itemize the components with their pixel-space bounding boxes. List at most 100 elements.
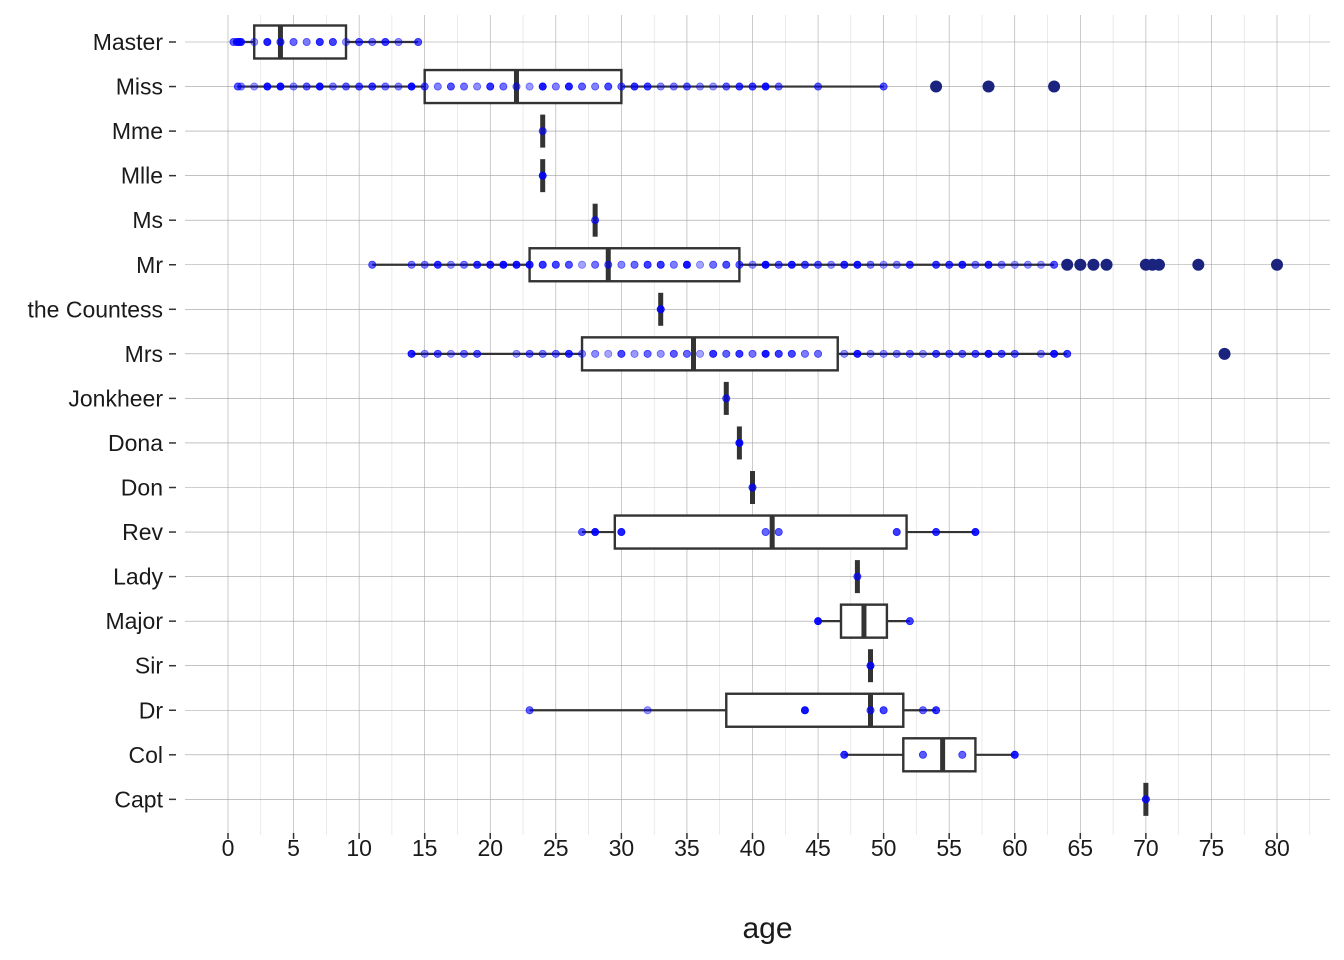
- data-point: [735, 349, 744, 358]
- data-point: [1010, 750, 1019, 759]
- data-point: [709, 260, 718, 269]
- data-point: [237, 82, 246, 91]
- x-tick-label: 45: [805, 835, 831, 861]
- y-tick-label: Jonkheer: [68, 385, 163, 411]
- data-point: [578, 349, 587, 358]
- data-point: [709, 82, 718, 91]
- data-point: [696, 260, 705, 269]
- data-point: [446, 260, 455, 269]
- data-point: [564, 349, 573, 358]
- outlier-point: [1100, 258, 1113, 271]
- data-point: [800, 706, 809, 715]
- data-point: [945, 260, 954, 269]
- x-axis: 0 5 10 15 20 25 30 35 40 45 50 55 60 65 70 75 80: [222, 833, 1290, 861]
- data-point: [879, 349, 888, 358]
- data-point: [394, 82, 403, 91]
- x-tick-label: 80: [1264, 835, 1290, 861]
- data-point: [512, 349, 521, 358]
- box-iqr: [613, 514, 908, 550]
- data-point: [853, 260, 862, 269]
- data-point: [905, 260, 914, 269]
- data-point: [696, 82, 705, 91]
- outlier-point: [930, 80, 943, 93]
- data-point: [814, 82, 823, 91]
- x-axis-title: age: [742, 912, 792, 945]
- data-point: [958, 349, 967, 358]
- data-point: [591, 528, 600, 537]
- data-point: [879, 260, 888, 269]
- data-point: [302, 38, 311, 47]
- data-point: [1050, 349, 1059, 358]
- data-point: [591, 260, 600, 269]
- x-tick-label: 50: [871, 835, 897, 861]
- data-point: [682, 260, 691, 269]
- y-tick-label: Don: [121, 475, 163, 501]
- data-point: [250, 38, 259, 47]
- y-tick-label: Col: [128, 742, 163, 768]
- data-point: [853, 572, 862, 581]
- data-point: [1023, 260, 1032, 269]
- data-point: [564, 260, 573, 269]
- data-point: [997, 260, 1006, 269]
- data-point: [643, 82, 652, 91]
- data-point: [814, 260, 823, 269]
- y-axis: Master Miss Mme Mlle Ms Mr the Countess Mrs Jonk…: [27, 29, 176, 812]
- data-point: [984, 349, 993, 358]
- data-point: [840, 349, 849, 358]
- data-point: [342, 38, 351, 47]
- data-point: [394, 38, 403, 47]
- data-point: [525, 82, 534, 91]
- data-point: [787, 260, 796, 269]
- x-tick-label: 10: [346, 835, 372, 861]
- data-point: [1063, 349, 1072, 358]
- data-point: [997, 349, 1006, 358]
- data-point: [1141, 795, 1150, 804]
- grid-lines: [185, 15, 1330, 835]
- data-point: [905, 349, 914, 358]
- data-point: [617, 349, 626, 358]
- data-point: [918, 750, 927, 759]
- data-point: [1010, 349, 1019, 358]
- data-point: [722, 394, 731, 403]
- data-point: [512, 260, 521, 269]
- data-point: [263, 82, 272, 91]
- x-tick-label: 30: [609, 835, 635, 861]
- data-point: [538, 171, 547, 180]
- x-tick-label: 5: [287, 835, 300, 861]
- data-point: [892, 349, 901, 358]
- data-point: [368, 260, 377, 269]
- data-point: [276, 38, 285, 47]
- jitter-points: [229, 38, 1283, 804]
- x-tick-label: 60: [1002, 835, 1028, 861]
- data-point: [414, 38, 423, 47]
- data-point: [656, 349, 665, 358]
- data-point: [433, 260, 442, 269]
- outlier-point: [1048, 80, 1061, 93]
- data-point: [460, 260, 469, 269]
- data-point: [617, 528, 626, 537]
- data-point: [473, 82, 482, 91]
- data-point: [918, 349, 927, 358]
- data-point: [722, 260, 731, 269]
- data-point: [499, 260, 508, 269]
- data-point: [263, 38, 272, 47]
- data-point: [276, 82, 285, 91]
- outlier-point: [1087, 258, 1100, 271]
- data-point: [578, 82, 587, 91]
- data-point: [958, 260, 967, 269]
- y-tick-label: Mme: [112, 118, 163, 144]
- data-point: [709, 349, 718, 358]
- y-tick-label: Mlle: [121, 163, 163, 189]
- data-point: [696, 349, 705, 358]
- data-point: [814, 349, 823, 358]
- data-point: [748, 349, 757, 358]
- x-tick-label: 0: [222, 835, 235, 861]
- x-tick-label: 75: [1199, 835, 1225, 861]
- data-point: [656, 260, 665, 269]
- data-point: [669, 349, 678, 358]
- y-tick-label: Lady: [113, 564, 163, 590]
- data-point: [578, 260, 587, 269]
- data-point: [446, 349, 455, 358]
- data-point: [682, 82, 691, 91]
- data-point: [932, 706, 941, 715]
